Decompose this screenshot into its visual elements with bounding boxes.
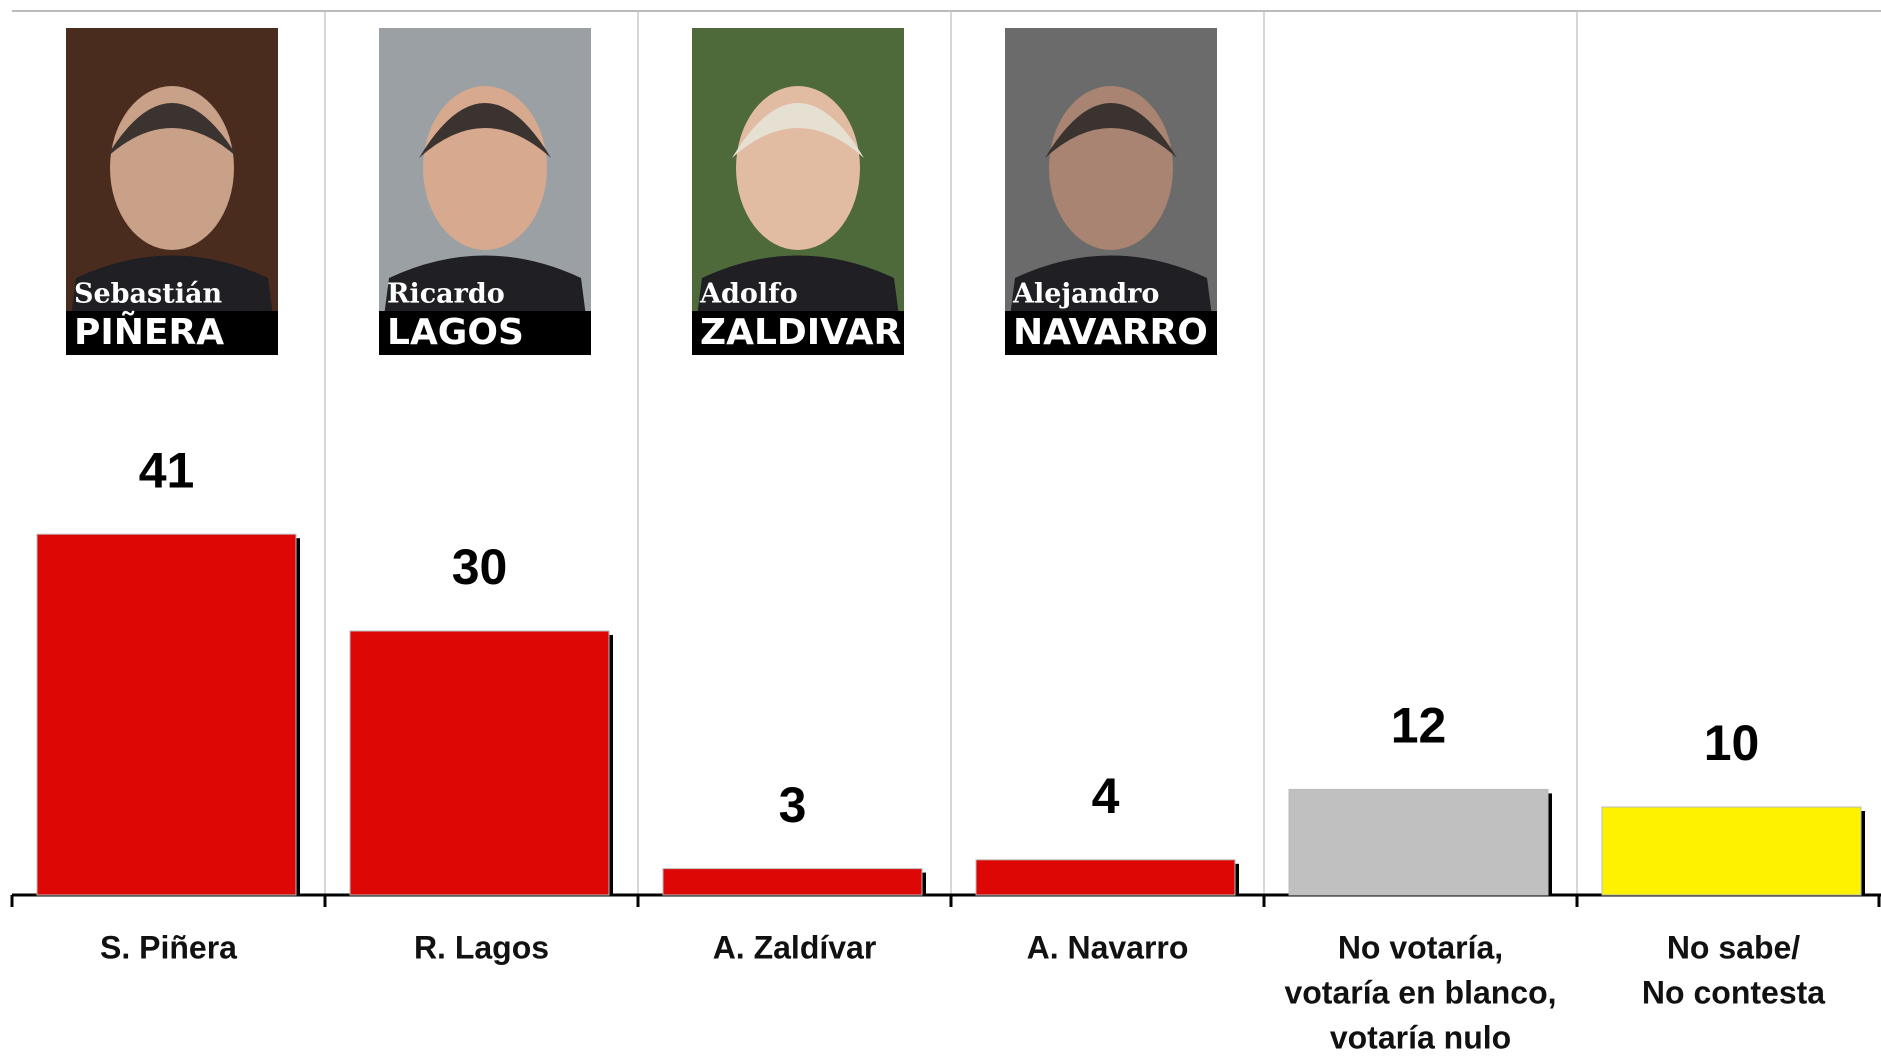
x-tick-label: No votaría, <box>1338 929 1503 965</box>
x-tick-label: No contesta <box>1642 974 1825 1010</box>
bar <box>350 631 609 895</box>
value-label: 41 <box>139 442 195 498</box>
portrait-last-name: PIÑERA <box>74 311 224 353</box>
x-tick-label: A. Zaldívar <box>713 929 877 965</box>
value-label: 30 <box>452 539 508 595</box>
portrait-first-name: Alejandro <box>1012 279 1159 310</box>
value-label: 10 <box>1704 715 1760 771</box>
portrait-last-name: ZALDIVAR <box>700 312 901 353</box>
x-tick-label: A. Navarro <box>1027 929 1189 965</box>
bar <box>1602 807 1861 895</box>
portrait-last-name: LAGOS <box>387 312 524 353</box>
bar <box>1289 789 1548 895</box>
x-tick-label: R. Lagos <box>414 929 549 965</box>
value-label: 12 <box>1391 698 1447 754</box>
x-tick-label: votaría en blanco, <box>1284 974 1556 1010</box>
x-tick-label: S. Piñera <box>100 929 237 965</box>
portrait-first-name: Sebastián <box>74 279 222 310</box>
x-tick-label: No sabe/ <box>1667 929 1800 965</box>
bar <box>37 534 296 895</box>
chart: 41 S. Piñera 30 R. Lagos 3 A. Zaldívar 4 A. Nav… <box>0 0 1881 1058</box>
bar <box>976 860 1235 895</box>
portrait-first-name: Adolfo <box>699 279 798 310</box>
portrait-first-name: Ricardo <box>387 279 505 310</box>
value-label: 3 <box>779 777 807 833</box>
portrait-last-name: NAVARRO <box>1013 312 1208 353</box>
bar <box>663 869 922 895</box>
x-tick-label: votaría nulo <box>1330 1019 1511 1055</box>
value-label: 4 <box>1092 768 1120 824</box>
